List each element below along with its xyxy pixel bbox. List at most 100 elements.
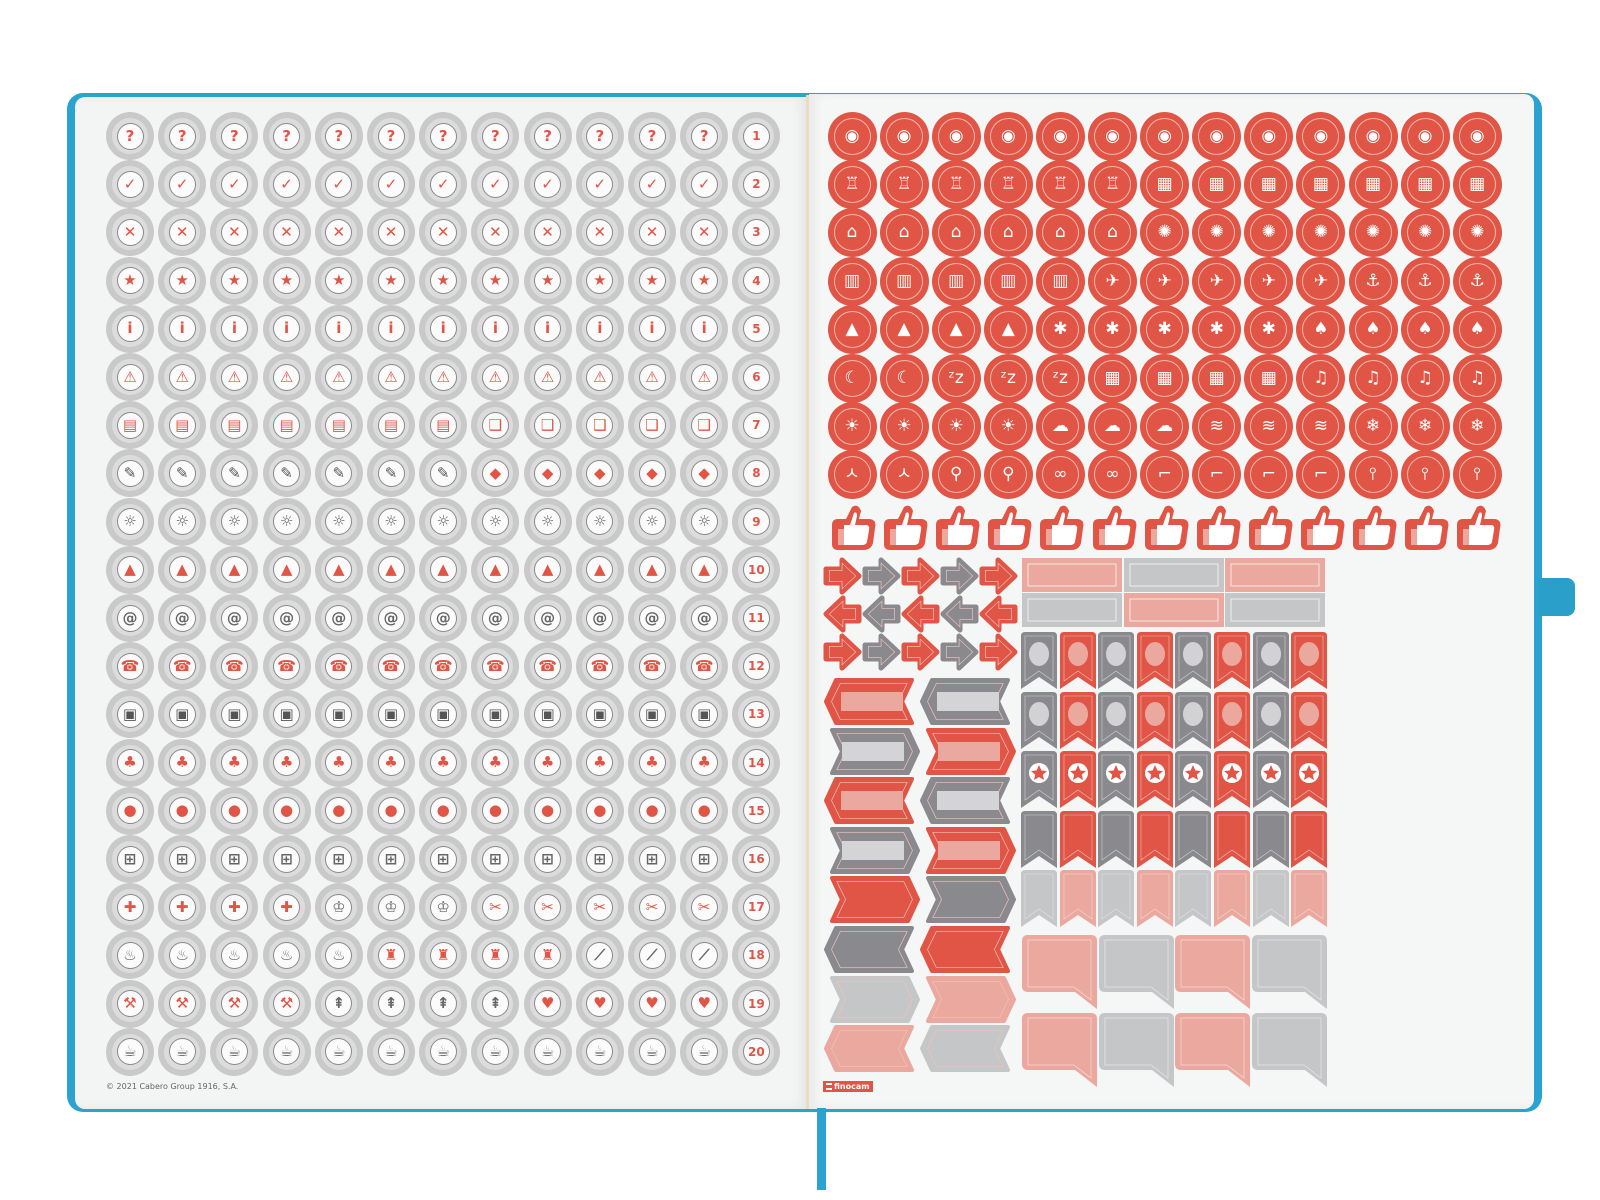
sticker-circle[interactable]: ♣ [210,738,259,787]
banner-flag-sticker[interactable] [1214,691,1250,749]
banner-flag-sticker[interactable] [1021,870,1057,927]
sticker-circle[interactable]: i [314,304,363,353]
sticker-circle[interactable]: ☾ [827,353,877,403]
sticker-circle[interactable]: ✓ [628,160,676,209]
banner-flag-sticker[interactable] [1291,810,1328,868]
sticker-circle[interactable]: ♣ [680,738,729,787]
sticker-circle[interactable]: ⚠ [367,353,415,401]
sticker-circle[interactable]: ☀ [879,401,929,451]
sticker-circle[interactable]: ❑ [628,401,676,450]
sticker-circle[interactable]: ✎ [419,449,468,498]
speech-bubble-sticker[interactable] [1022,1013,1097,1087]
sticker-circle[interactable]: ⚓ [1400,256,1450,306]
sticker-circle[interactable]: ▲ [367,545,415,594]
sticker-circle[interactable]: ● [680,786,729,835]
sticker-circle[interactable]: ⚠ [262,353,311,401]
sticker-circle[interactable]: ✓ [314,160,363,209]
sticker-circle[interactable]: ★ [628,256,676,305]
sticker-circle[interactable]: ? [158,112,207,160]
sticker-circle[interactable]: ✕ [106,208,154,257]
sticker-circle[interactable]: ⇞ [367,979,415,1028]
tag-sticker-left[interactable] [920,1025,1016,1073]
tag-sticker-right[interactable] [920,727,1016,775]
sticker-circle[interactable]: ∞ [1088,450,1137,500]
sticker-circle[interactable]: ● [628,786,676,835]
sticker-circle[interactable]: ▣ [419,690,468,739]
banner-flag-sticker[interactable] [1214,810,1250,868]
sticker-circle[interactable]: ✓ [262,160,311,209]
sticker-circle[interactable]: ✓ [419,160,468,209]
sticker-circle[interactable]: ☕ [210,1027,259,1076]
sticker-circle[interactable]: @ [210,594,259,642]
sticker-circle[interactable]: ▥ [827,256,877,306]
arrow-sticker-right[interactable] [901,633,940,671]
sticker-circle[interactable]: ✈ [1192,256,1242,306]
sticker-circle[interactable]: ☼ [575,497,624,546]
sticker-circle[interactable]: ✕ [575,208,624,257]
sticker-circle[interactable]: ★ [262,256,311,305]
sticker-circle[interactable]: ⚠ [158,353,207,401]
sticker-circle[interactable]: ☎ [471,642,520,691]
sticker-circle[interactable]: ◉ [931,111,981,161]
sticker-circle[interactable]: ▣ [628,690,676,739]
sticker-circle[interactable]: ◉ [1400,111,1450,161]
sticker-circle[interactable]: ♫ [1400,353,1450,403]
sticker-circle[interactable]: ▥ [931,256,981,306]
number-sticker[interactable]: 16 [732,835,781,883]
thumbs-up-sticker[interactable] [1245,505,1295,551]
sticker-circle[interactable]: ∞ [1035,450,1085,500]
banner-flag-sticker[interactable] [1021,691,1057,749]
sticker-circle[interactable]: @ [628,594,676,642]
sticker-circle[interactable]: ▤ [367,401,415,450]
label-sticker[interactable] [1022,558,1122,592]
sticker-circle[interactable]: ✓ [575,160,624,209]
sticker-circle[interactable]: ⚒ [210,979,259,1028]
sticker-circle[interactable]: ▦ [1192,353,1242,403]
sticker-circle[interactable]: ⚒ [106,979,154,1028]
sticker-circle[interactable]: ☼ [367,497,415,546]
tag-sticker-right[interactable] [920,826,1016,874]
sticker-circle[interactable]: ✕ [262,208,311,257]
arrow-sticker-left[interactable] [979,595,1018,633]
sticker-circle[interactable]: ⫯ [1400,450,1450,500]
sticker-circle[interactable]: ▣ [158,690,207,739]
sticker-circle[interactable]: ✱ [1088,305,1137,355]
sticker-circle[interactable]: i [680,304,729,353]
speech-bubble-sticker[interactable] [1251,935,1327,1009]
sticker-circle[interactable]: ♣ [262,738,311,787]
sticker-circle[interactable]: ✕ [210,208,259,257]
banner-flag-sticker[interactable] [1021,632,1057,689]
sticker-circle[interactable]: @ [680,594,729,642]
sticker-circle[interactable]: ☀ [931,401,981,451]
speech-bubble-sticker[interactable] [1022,935,1097,1009]
tag-sticker-left[interactable] [824,926,920,973]
sticker-circle[interactable]: ☕ [262,1027,311,1076]
sticker-circle[interactable]: ★ [680,256,729,305]
sticker-circle[interactable]: ⚲ [931,450,981,500]
banner-flag-sticker[interactable] [1291,691,1328,749]
banner-flag-sticker[interactable] [1059,691,1096,749]
sticker-circle[interactable]: ☼ [419,497,468,546]
banner-flag-sticker[interactable] [1136,810,1173,868]
sticker-circle[interactable]: ⌂ [983,208,1033,258]
sticker-circle[interactable]: ≋ [1244,401,1294,451]
sticker-circle[interactable]: ◆ [680,449,729,498]
sticker-circle[interactable]: ⚠ [210,353,259,401]
arrow-sticker-right[interactable] [823,557,862,595]
tag-sticker-right[interactable] [824,876,920,924]
sticker-circle[interactable]: ⚒ [158,979,207,1028]
sticker-circle[interactable]: ▲ [419,545,468,594]
sticker-circle[interactable]: ✺ [1140,208,1190,258]
sticker-circle[interactable]: ❄ [1452,401,1502,451]
arrow-sticker-left[interactable] [862,595,901,633]
sticker-circle[interactable]: ☁ [1035,401,1085,451]
sticker-circle[interactable]: ᶻz [1035,353,1085,403]
sticker-circle[interactable]: ▣ [680,690,729,739]
sticker-circle[interactable]: ㅅ [879,450,929,500]
sticker-circle[interactable]: ♔ [419,883,468,932]
sticker-circle[interactable]: ✺ [1452,208,1502,258]
sticker-circle[interactable]: ▲ [983,305,1033,355]
sticker-circle[interactable]: @ [367,594,415,642]
sticker-circle[interactable]: ✈ [1296,256,1346,306]
sticker-circle[interactable]: ▲ [575,545,624,594]
